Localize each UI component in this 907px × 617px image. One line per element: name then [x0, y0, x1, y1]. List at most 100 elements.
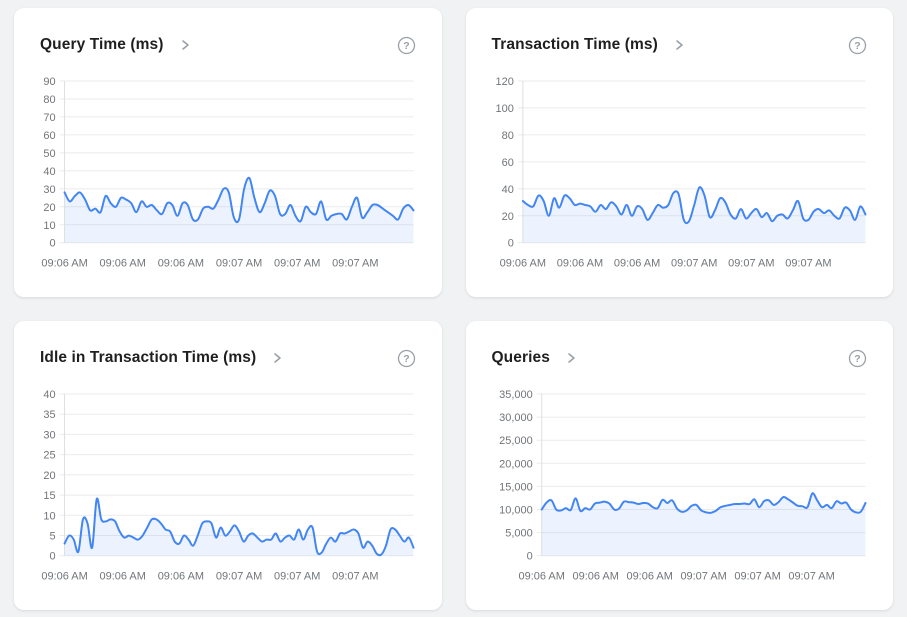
svg-text:09:07 AM: 09:07 AM: [274, 571, 320, 583]
svg-text:120: 120: [495, 76, 513, 88]
card-header: Query Time (ms) ?: [40, 34, 416, 56]
svg-text:?: ?: [854, 40, 860, 52]
svg-text:30,000: 30,000: [499, 412, 533, 424]
y-tick-labels: 0 20 40 60 80 100 120: [495, 76, 513, 250]
svg-text:09:07 AM: 09:07 AM: [734, 571, 780, 583]
card-title-idle-transaction-time[interactable]: Idle in Transaction Time (ms): [40, 349, 257, 366]
svg-text:20: 20: [501, 211, 513, 223]
svg-text:20: 20: [43, 202, 55, 214]
svg-text:60: 60: [43, 130, 55, 142]
svg-text:0: 0: [49, 551, 55, 563]
svg-text:09:07 AM: 09:07 AM: [728, 258, 774, 270]
svg-text:30: 30: [43, 429, 55, 441]
svg-text:20,000: 20,000: [499, 458, 533, 470]
series-line: [63, 497, 415, 557]
svg-text:40: 40: [43, 166, 55, 178]
svg-text:09:06 AM: 09:06 AM: [100, 571, 146, 583]
chevron-right-icon[interactable]: [564, 351, 578, 365]
svg-text:80: 80: [43, 94, 55, 106]
y-tick-labels: 0 5,000 10,000 15,000 20,000 25,000 30,000 35,0…: [499, 389, 533, 563]
series-line: [540, 492, 867, 514]
chart-queries: 0 5,000 10,000 15,000 20,000 25,000 30,000 35,0…: [499, 389, 867, 583]
svg-text:15,000: 15,000: [499, 481, 533, 493]
svg-text:70: 70: [43, 112, 55, 124]
svg-text:10,000: 10,000: [499, 505, 533, 517]
x-tick-labels: 09:06 AM 09:06 AM 09:06 AM 09:07 AM 09:07 AM…: [499, 258, 831, 270]
chevron-right-icon[interactable]: [672, 38, 686, 52]
card-header: Transaction Time (ms) ?: [492, 34, 868, 56]
svg-text:09:07 AM: 09:07 AM: [216, 571, 262, 583]
series-area: [541, 493, 866, 556]
svg-text:0: 0: [507, 238, 513, 250]
svg-text:0: 0: [526, 551, 532, 563]
y-tick-labels: 0 10 20 30 40 50 60 70 80 90: [43, 76, 55, 250]
y-grid: [517, 80, 866, 244]
metric-card-queries: Queries ? 0 5,000 10,000 15,000 20,000 25,000…: [465, 321, 893, 610]
series-area: [64, 498, 414, 556]
svg-text:50: 50: [43, 148, 55, 160]
svg-text:25,000: 25,000: [499, 435, 533, 447]
metric-card-query-time: Query Time (ms) ? 0 10 20 30 40 50 60 70 80 90 09:…: [14, 8, 442, 297]
help-circle-icon[interactable]: ?: [848, 349, 867, 368]
y-tick-labels: 0 5 10 15 20 25 30 35 40: [43, 389, 55, 563]
svg-text:09:06 AM: 09:06 AM: [499, 258, 545, 270]
svg-text:09:06 AM: 09:06 AM: [556, 258, 602, 270]
card-header: Idle in Transaction Time (ms) ?: [40, 347, 416, 369]
help-circle-icon[interactable]: ?: [397, 36, 416, 55]
svg-text:?: ?: [854, 353, 860, 365]
svg-text:10: 10: [43, 220, 55, 232]
svg-text:30: 30: [43, 184, 55, 196]
series-line: [63, 176, 415, 224]
svg-text:?: ?: [403, 353, 409, 365]
series-line: [521, 186, 867, 225]
svg-text:09:07 AM: 09:07 AM: [274, 258, 320, 270]
chevron-right-icon[interactable]: [270, 351, 284, 365]
x-tick-labels: 09:06 AM 09:06 AM 09:06 AM 09:07 AM 09:07 AM…: [41, 258, 378, 270]
card-title-query-time[interactable]: Query Time (ms): [40, 36, 164, 53]
svg-text:35: 35: [43, 409, 55, 421]
svg-text:09:06 AM: 09:06 AM: [41, 571, 87, 583]
svg-text:90: 90: [43, 76, 55, 88]
svg-text:80: 80: [501, 130, 513, 142]
svg-text:09:06 AM: 09:06 AM: [158, 571, 204, 583]
svg-text:60: 60: [501, 157, 513, 169]
svg-text:09:07 AM: 09:07 AM: [332, 258, 378, 270]
svg-text:09:07 AM: 09:07 AM: [788, 571, 834, 583]
svg-text:09:06 AM: 09:06 AM: [572, 571, 618, 583]
svg-text:09:06 AM: 09:06 AM: [613, 258, 659, 270]
svg-text:?: ?: [403, 40, 409, 52]
svg-text:20: 20: [43, 470, 55, 482]
chevron-right-icon[interactable]: [178, 38, 192, 52]
metric-card-idle-transaction-time: Idle in Transaction Time (ms) ? 0 5 10 15 20…: [14, 321, 442, 610]
card-title-queries[interactable]: Queries: [491, 349, 550, 366]
svg-text:09:07 AM: 09:07 AM: [332, 571, 378, 583]
svg-text:09:06 AM: 09:06 AM: [626, 571, 672, 583]
card-header: Queries ?: [492, 347, 868, 369]
series-area: [64, 177, 414, 243]
svg-text:09:06 AM: 09:06 AM: [100, 258, 146, 270]
svg-text:5,000: 5,000: [505, 528, 532, 540]
svg-text:09:07 AM: 09:07 AM: [785, 258, 831, 270]
svg-text:09:07 AM: 09:07 AM: [216, 258, 262, 270]
help-circle-icon[interactable]: ?: [397, 349, 416, 368]
y-grid: [59, 80, 414, 244]
svg-text:0: 0: [49, 238, 55, 250]
svg-text:09:07 AM: 09:07 AM: [671, 258, 717, 270]
x-tick-labels: 09:06 AM 09:06 AM 09:06 AM 09:07 AM 09:07 AM…: [41, 571, 378, 583]
svg-text:09:07 AM: 09:07 AM: [680, 571, 726, 583]
help-circle-icon[interactable]: ?: [848, 36, 867, 55]
card-title-transaction-time[interactable]: Transaction Time (ms): [491, 36, 658, 53]
svg-text:5: 5: [49, 531, 55, 543]
svg-text:40: 40: [43, 389, 55, 401]
svg-text:09:06 AM: 09:06 AM: [518, 571, 564, 583]
series-area: [522, 187, 866, 243]
x-tick-labels: 09:06 AM 09:06 AM 09:06 AM 09:07 AM 09:07 AM…: [518, 571, 834, 583]
svg-text:15: 15: [43, 490, 55, 502]
svg-text:35,000: 35,000: [499, 389, 533, 401]
svg-text:10: 10: [43, 510, 55, 522]
svg-text:40: 40: [501, 184, 513, 196]
svg-text:100: 100: [495, 103, 513, 115]
